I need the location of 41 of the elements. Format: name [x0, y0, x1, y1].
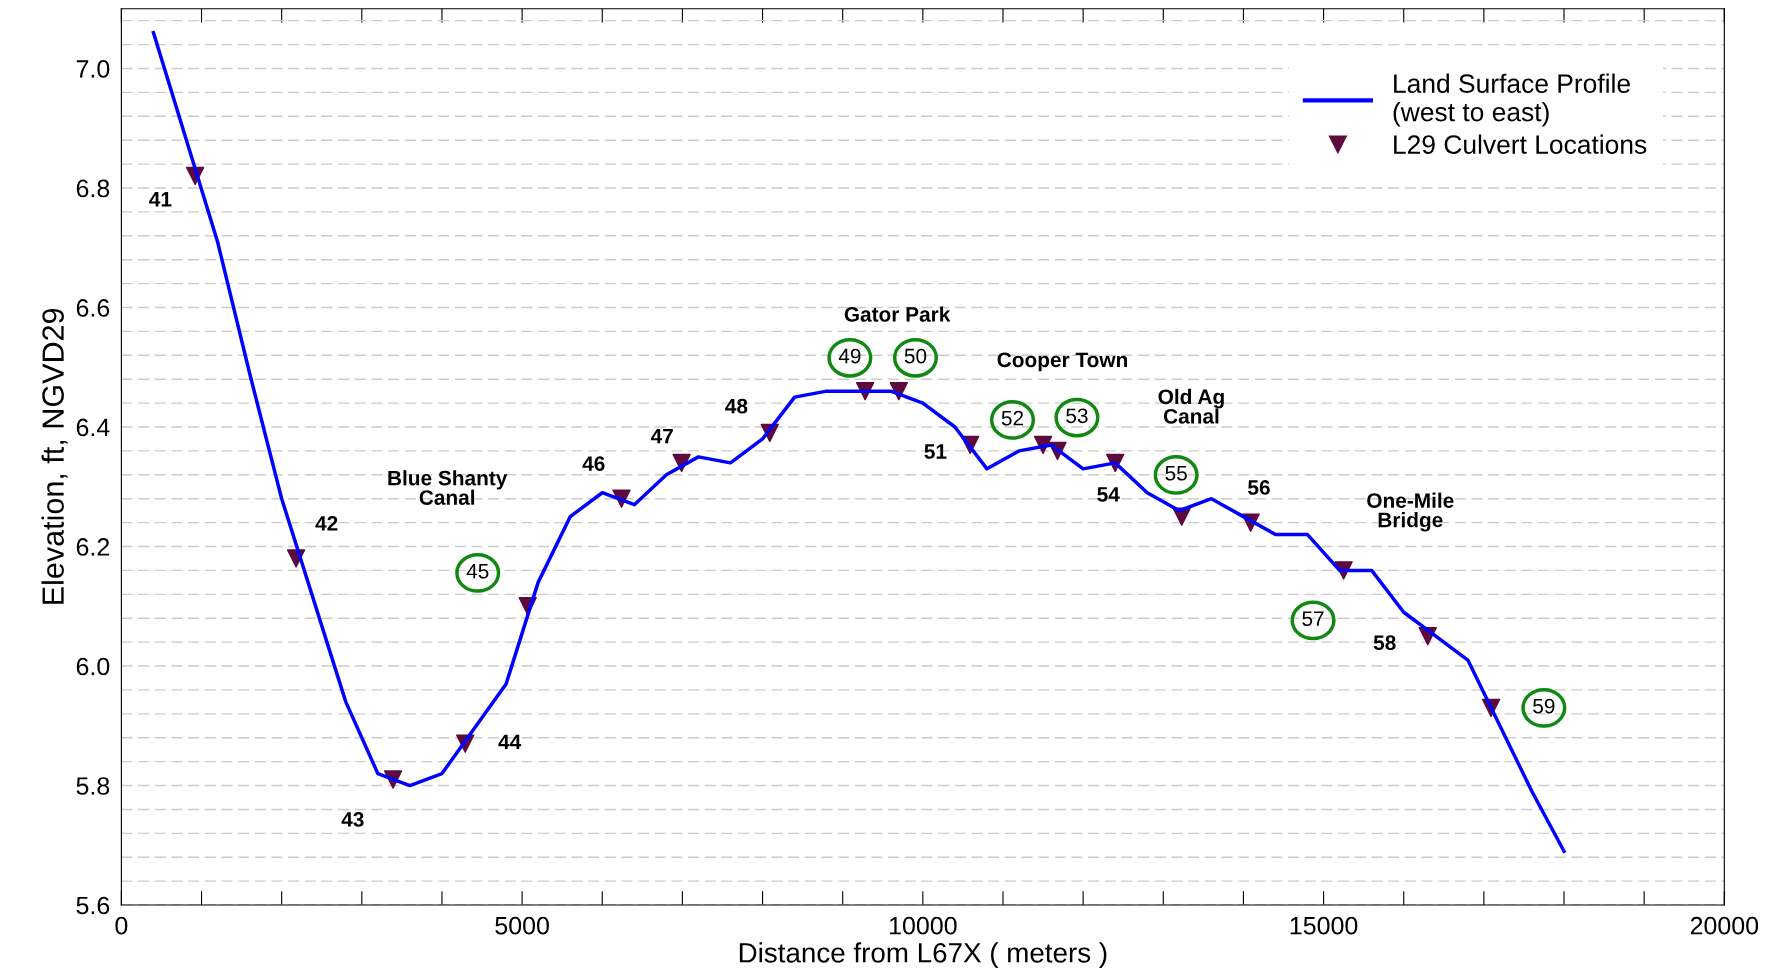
x-tick-label: 10000 — [890, 916, 957, 935]
x-axis-title: Distance from L67X ( meters ) — [739, 942, 1107, 969]
x-tick-label: 15000 — [1290, 916, 1358, 935]
y-tick-label: 5.6 — [76, 896, 110, 915]
annotation: 52 — [1001, 410, 1024, 426]
annotation: 53 — [1066, 408, 1088, 424]
annotation: 49 — [838, 348, 861, 364]
annotation: 50 — [904, 348, 927, 364]
annotation: 59 — [1533, 698, 1555, 714]
y-tick-label: 7.0 — [76, 60, 110, 78]
x-tick-label: 5000 — [495, 916, 549, 935]
annotation: 45 — [466, 563, 489, 579]
x-tick-label: 20000 — [1690, 916, 1759, 935]
annotation: 47 — [650, 428, 673, 444]
y-tick-label: 6.4 — [76, 418, 110, 437]
y-tick-label: 5.8 — [76, 777, 110, 795]
annotation: One-Mile Bridge — [1367, 492, 1454, 532]
x-tick-label: 0 — [115, 916, 128, 935]
annotation: Old Ag Canal — [1158, 388, 1224, 424]
annotation: 48 — [725, 398, 748, 414]
y-axis-title: Elevation, ft, NGVD29 — [41, 308, 68, 604]
annotation: Gator Park — [844, 306, 951, 322]
annotation: 51 — [924, 444, 947, 459]
legend-label: L29 Culvert Locations — [1394, 134, 1647, 154]
annotation: 41 — [149, 192, 172, 207]
annotation: 58 — [1373, 635, 1396, 651]
annotation: 56 — [1248, 480, 1270, 495]
y-tick-label: 6.6 — [76, 299, 110, 317]
y-tick-label: 6.0 — [76, 657, 110, 676]
annotation: 57 — [1302, 611, 1324, 627]
annotation: 44 — [498, 734, 522, 750]
annotation: 42 — [315, 515, 338, 531]
y-tick-label: 6.8 — [76, 179, 110, 198]
annotation: 46 — [582, 456, 605, 471]
annotation: Cooper Town — [997, 352, 1127, 372]
annotation: 54 — [1097, 487, 1120, 502]
y-tick-label: 6.2 — [76, 538, 110, 556]
annotation: 55 — [1165, 466, 1187, 481]
annotation: 43 — [341, 812, 364, 827]
legend-label: Land Surface Profile (west to east) — [1393, 73, 1630, 127]
annotation: Blue Shanty Canal — [388, 470, 508, 505]
